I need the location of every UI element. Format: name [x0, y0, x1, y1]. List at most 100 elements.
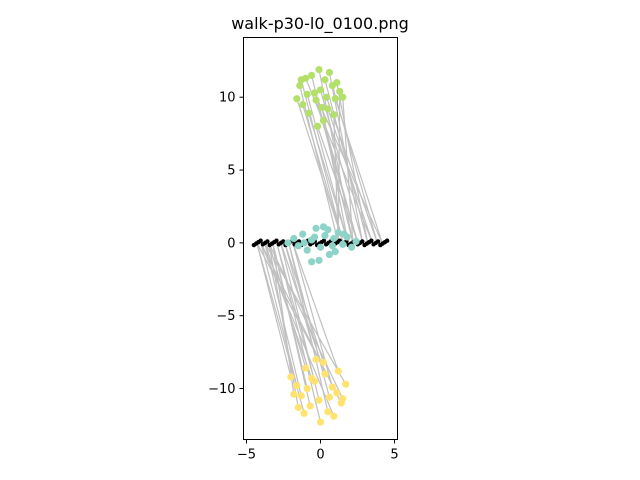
middle-cluster-point — [328, 242, 336, 250]
middle-cluster-point — [324, 226, 332, 234]
bottom-cluster-point — [293, 382, 301, 390]
middle-cluster-point — [325, 250, 333, 259]
link-line — [264, 242, 313, 379]
link-line — [300, 79, 344, 244]
bottom-cluster-point — [306, 402, 314, 410]
link-line — [337, 91, 341, 243]
chart-title: walk-p30-l0_0100.png — [231, 14, 409, 34]
top-cluster-point — [310, 89, 319, 97]
bottom-cluster-point — [300, 409, 308, 417]
top-cluster-point — [297, 76, 305, 84]
baseline-point — [369, 238, 374, 243]
x-tick-label: 5 — [390, 448, 398, 463]
link-line — [334, 98, 383, 244]
link-line — [296, 98, 344, 244]
middle-cluster-point — [284, 239, 292, 247]
bottom-cluster-point — [290, 390, 298, 398]
link-line — [260, 242, 298, 386]
top-cluster-point — [321, 76, 329, 84]
link-line — [292, 242, 339, 372]
middle-cluster-point — [300, 239, 308, 247]
middle-cluster-point — [303, 246, 311, 254]
link-line — [305, 78, 374, 244]
top-cluster-point — [312, 96, 320, 104]
top-cluster-point — [296, 81, 304, 90]
baseline-point — [281, 239, 286, 244]
baseline-point — [321, 238, 327, 243]
bottom-cluster-point — [325, 393, 333, 401]
x-tick-label: −5 — [237, 448, 256, 463]
bottom-cluster-point — [334, 367, 342, 375]
baseline-point — [258, 238, 263, 243]
top-cluster-point — [293, 95, 301, 103]
middle-cluster-point — [316, 243, 325, 251]
baseline-point — [265, 239, 270, 244]
y-tick-label: 10 — [219, 91, 236, 106]
middle-cluster-point — [294, 242, 302, 250]
link-line — [260, 242, 335, 417]
top-cluster-point — [330, 111, 338, 119]
middle-cluster-point — [352, 237, 360, 246]
middle-cluster-point — [290, 234, 298, 243]
top-cluster-point — [316, 86, 325, 94]
middle-cluster-point — [340, 230, 348, 238]
top-cluster-point — [315, 65, 323, 74]
link-lines — [256, 69, 383, 423]
middle-cluster-point — [315, 256, 323, 264]
top-cluster-point — [333, 79, 341, 87]
link-line — [336, 82, 369, 243]
link-line — [272, 242, 295, 395]
middle-cluster-point — [334, 229, 342, 237]
y-tick-label: 0 — [227, 236, 235, 251]
top-cluster-point — [324, 105, 332, 113]
bottom-cluster-point — [294, 403, 302, 412]
link-line — [306, 94, 349, 244]
bottom-cluster-point — [297, 392, 305, 400]
y-tick-label: 5 — [227, 164, 235, 179]
top-cluster-point — [339, 93, 347, 101]
top-cluster-point — [336, 87, 344, 95]
cluster-points — [284, 65, 360, 426]
bottom-cluster-point — [321, 370, 329, 378]
bottom-cluster-point — [315, 396, 323, 404]
bottom-cluster-point — [308, 374, 316, 382]
middle-cluster-point — [310, 233, 319, 241]
link-line — [342, 97, 354, 243]
link-line — [268, 242, 344, 399]
top-cluster-point — [322, 93, 331, 101]
middle-cluster-point — [347, 243, 356, 251]
middle-cluster-point — [331, 248, 339, 256]
y-tick-label: −10 — [208, 382, 235, 397]
y-axis-ticks: 10 5 0 −5 −10 — [208, 91, 244, 397]
bottom-cluster-point — [287, 373, 295, 381]
top-cluster-point — [308, 71, 316, 79]
top-cluster-point — [318, 103, 326, 112]
middle-cluster-point — [299, 230, 307, 238]
link-line — [284, 242, 317, 360]
baseline-point — [375, 239, 381, 244]
top-cluster-point — [325, 68, 333, 77]
bottom-cluster-point — [302, 364, 310, 372]
bottom-cluster-point — [312, 355, 320, 363]
bottom-cluster-point — [316, 418, 325, 426]
x-axis-ticks: −5 0 5 — [237, 439, 399, 463]
top-cluster-point — [313, 122, 322, 130]
link-line — [325, 97, 378, 244]
bottom-cluster-point — [333, 389, 341, 397]
x-tick-label: 0 — [316, 448, 324, 463]
y-tick-label: −5 — [216, 309, 235, 324]
middle-cluster-point — [308, 258, 316, 266]
link-line — [316, 126, 359, 244]
top-cluster-point — [331, 95, 339, 103]
bottom-cluster-point — [303, 384, 311, 393]
middle-cluster-point — [312, 224, 320, 232]
middle-cluster-point — [339, 240, 347, 248]
bottom-cluster-point — [324, 408, 332, 416]
bottom-cluster-point — [319, 358, 328, 366]
top-cluster-point — [299, 100, 307, 109]
link-line — [302, 104, 344, 244]
baseline-point — [384, 238, 390, 243]
middle-cluster-point — [330, 234, 338, 243]
top-cluster-point — [319, 116, 328, 125]
